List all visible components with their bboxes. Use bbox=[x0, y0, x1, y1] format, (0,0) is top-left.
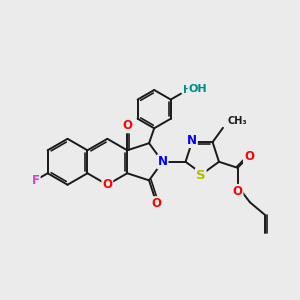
Text: O: O bbox=[152, 197, 162, 210]
Text: O: O bbox=[102, 178, 112, 191]
Text: O: O bbox=[244, 150, 254, 163]
Text: H: H bbox=[183, 85, 192, 95]
Text: N: N bbox=[187, 134, 197, 147]
Text: OH: OH bbox=[189, 84, 207, 94]
Text: O: O bbox=[232, 185, 242, 198]
Text: CH₃: CH₃ bbox=[228, 116, 247, 126]
Text: N: N bbox=[158, 155, 168, 168]
Text: F: F bbox=[32, 174, 40, 187]
Text: S: S bbox=[196, 169, 206, 182]
Text: O: O bbox=[122, 119, 132, 132]
